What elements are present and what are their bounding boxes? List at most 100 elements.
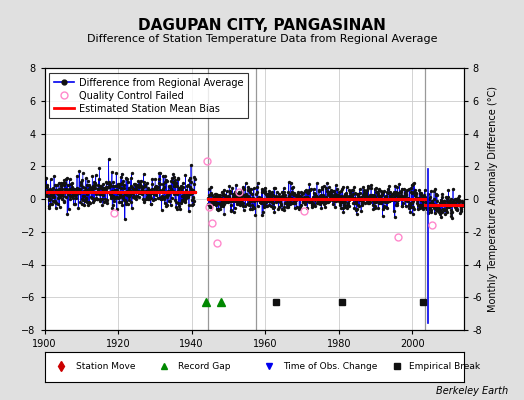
Point (457, 204, 465, 210)
Point (280, 204, 289, 210)
Point (214, 206, 223, 212)
Point (421, 204, 430, 211)
Point (320, 183, 328, 189)
Point (74, 189, 83, 195)
Point (157, 206, 166, 213)
Point (168, 178, 177, 185)
Point (226, 188, 234, 194)
Point (122, 174, 130, 181)
Point (242, 195, 250, 201)
Point (227, 202, 235, 208)
Point (389, 196, 397, 202)
Point (241, 196, 249, 202)
Point (98, 196, 106, 202)
Point (290, 192, 298, 198)
Point (344, 197, 353, 203)
Point (312, 193, 320, 200)
Point (53, 187, 61, 193)
Point (414, 196, 422, 202)
Point (92, 190, 100, 197)
Point (58, 186, 67, 192)
Point (173, 191, 181, 197)
Point (351, 200, 359, 206)
Point (74, 189, 82, 196)
Point (318, 199, 326, 206)
Point (165, 190, 173, 196)
Point (410, 187, 419, 193)
Point (60, 182, 68, 188)
Point (87, 186, 95, 193)
Point (141, 183, 149, 190)
Point (415, 187, 423, 193)
Point (188, 196, 196, 203)
Point (106, 182, 115, 188)
Point (384, 198, 392, 204)
Point (428, 200, 436, 206)
Point (318, 184, 326, 191)
Point (363, 199, 371, 205)
Point (365, 193, 374, 199)
Point (216, 203, 225, 210)
Point (409, 211, 417, 218)
Point (288, 184, 297, 191)
Point (282, 200, 290, 206)
Point (218, 198, 226, 204)
Point (293, 192, 302, 198)
Point (294, 190, 302, 197)
Point (159, 186, 167, 192)
Point (420, 196, 428, 202)
Point (73, 186, 82, 193)
Point (103, 180, 111, 186)
Point (359, 187, 368, 193)
Point (81, 198, 89, 204)
Point (342, 190, 350, 196)
Point (240, 192, 248, 198)
Point (353, 210, 361, 217)
Point (309, 196, 317, 202)
Point (428, 199, 436, 205)
Point (104, 156, 113, 162)
Point (232, 194, 241, 201)
Point (386, 193, 394, 199)
Point (400, 193, 408, 199)
Point (181, 172, 190, 178)
Point (344, 196, 352, 202)
Point (90, 196, 99, 202)
Point (285, 179, 293, 186)
Point (171, 182, 180, 189)
Point (270, 185, 279, 191)
Point (316, 199, 324, 205)
Point (339, 184, 347, 190)
Point (227, 207, 236, 214)
Point (123, 192, 131, 198)
Point (74, 188, 83, 194)
Point (73, 187, 82, 193)
Point (266, 192, 274, 198)
Point (352, 198, 361, 205)
Point (251, 212, 259, 219)
Point (146, 192, 154, 199)
Point (375, 199, 384, 206)
Point (353, 191, 362, 197)
Point (59, 192, 67, 199)
Point (215, 201, 224, 208)
Point (160, 196, 168, 202)
Text: DAGUPAN CITY, PANGASINAN: DAGUPAN CITY, PANGASINAN (138, 18, 386, 33)
Point (143, 194, 151, 200)
Point (449, 199, 457, 206)
Point (273, 194, 281, 201)
Point (131, 181, 139, 187)
Point (282, 199, 291, 206)
Point (44, 186, 52, 193)
Point (420, 192, 429, 198)
Point (168, 175, 176, 182)
Point (399, 194, 408, 200)
Point (220, 186, 228, 193)
Point (124, 178, 132, 185)
Point (216, 192, 224, 198)
Point (89, 184, 97, 191)
Point (327, 187, 335, 193)
Point (333, 186, 341, 192)
Point (52, 187, 61, 193)
Point (96, 196, 104, 202)
